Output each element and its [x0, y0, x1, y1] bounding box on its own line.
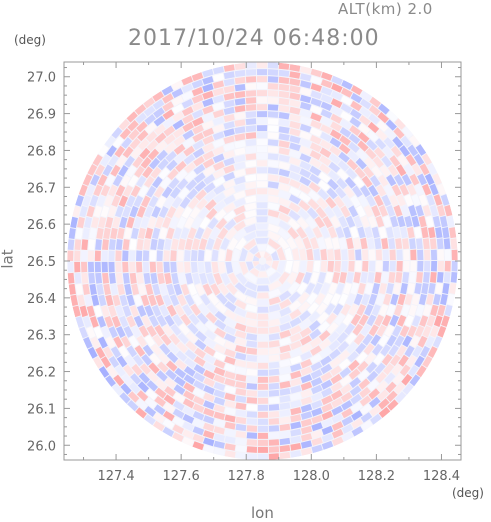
heatmap-cells	[67, 62, 458, 460]
y-tick-label: 26.8	[27, 144, 56, 159]
x-tick-label: 128.0	[293, 469, 330, 484]
altitude-label: ALT(km) 2.0	[338, 0, 433, 18]
y-tick-label: 26.1	[27, 402, 56, 417]
x-axis-title: lon	[251, 504, 274, 522]
y-tick-label: 26.3	[27, 329, 56, 344]
timestamp-title: 2017/10/24 06:48:00	[128, 26, 380, 51]
y-tick-label: 26.4	[27, 292, 56, 307]
y-tick-label: 26.7	[27, 181, 56, 196]
x-tick-label: 128.2	[358, 469, 395, 484]
x-tick-label: 127.4	[97, 469, 134, 484]
y-axis-unit: (deg)	[14, 33, 46, 47]
y-tick-label: 26.5	[27, 255, 56, 270]
x-axis-unit: (deg)	[452, 486, 484, 500]
y-tick-label: 27.0	[27, 71, 56, 86]
x-tick-label: 128.4	[423, 469, 460, 484]
y-tick-label: 26.9	[27, 108, 56, 123]
y-tick-label: 26.2	[27, 366, 56, 381]
y-tick-label: 26.0	[27, 439, 56, 454]
y-tick-label: 26.6	[27, 218, 56, 233]
x-tick-label: 127.8	[228, 469, 265, 484]
plot-axes: 127.4 127.6 127.8 128.0 128.2 128.4 26.0 26.1 26…	[27, 61, 462, 484]
x-tick-label: 127.6	[163, 469, 200, 484]
